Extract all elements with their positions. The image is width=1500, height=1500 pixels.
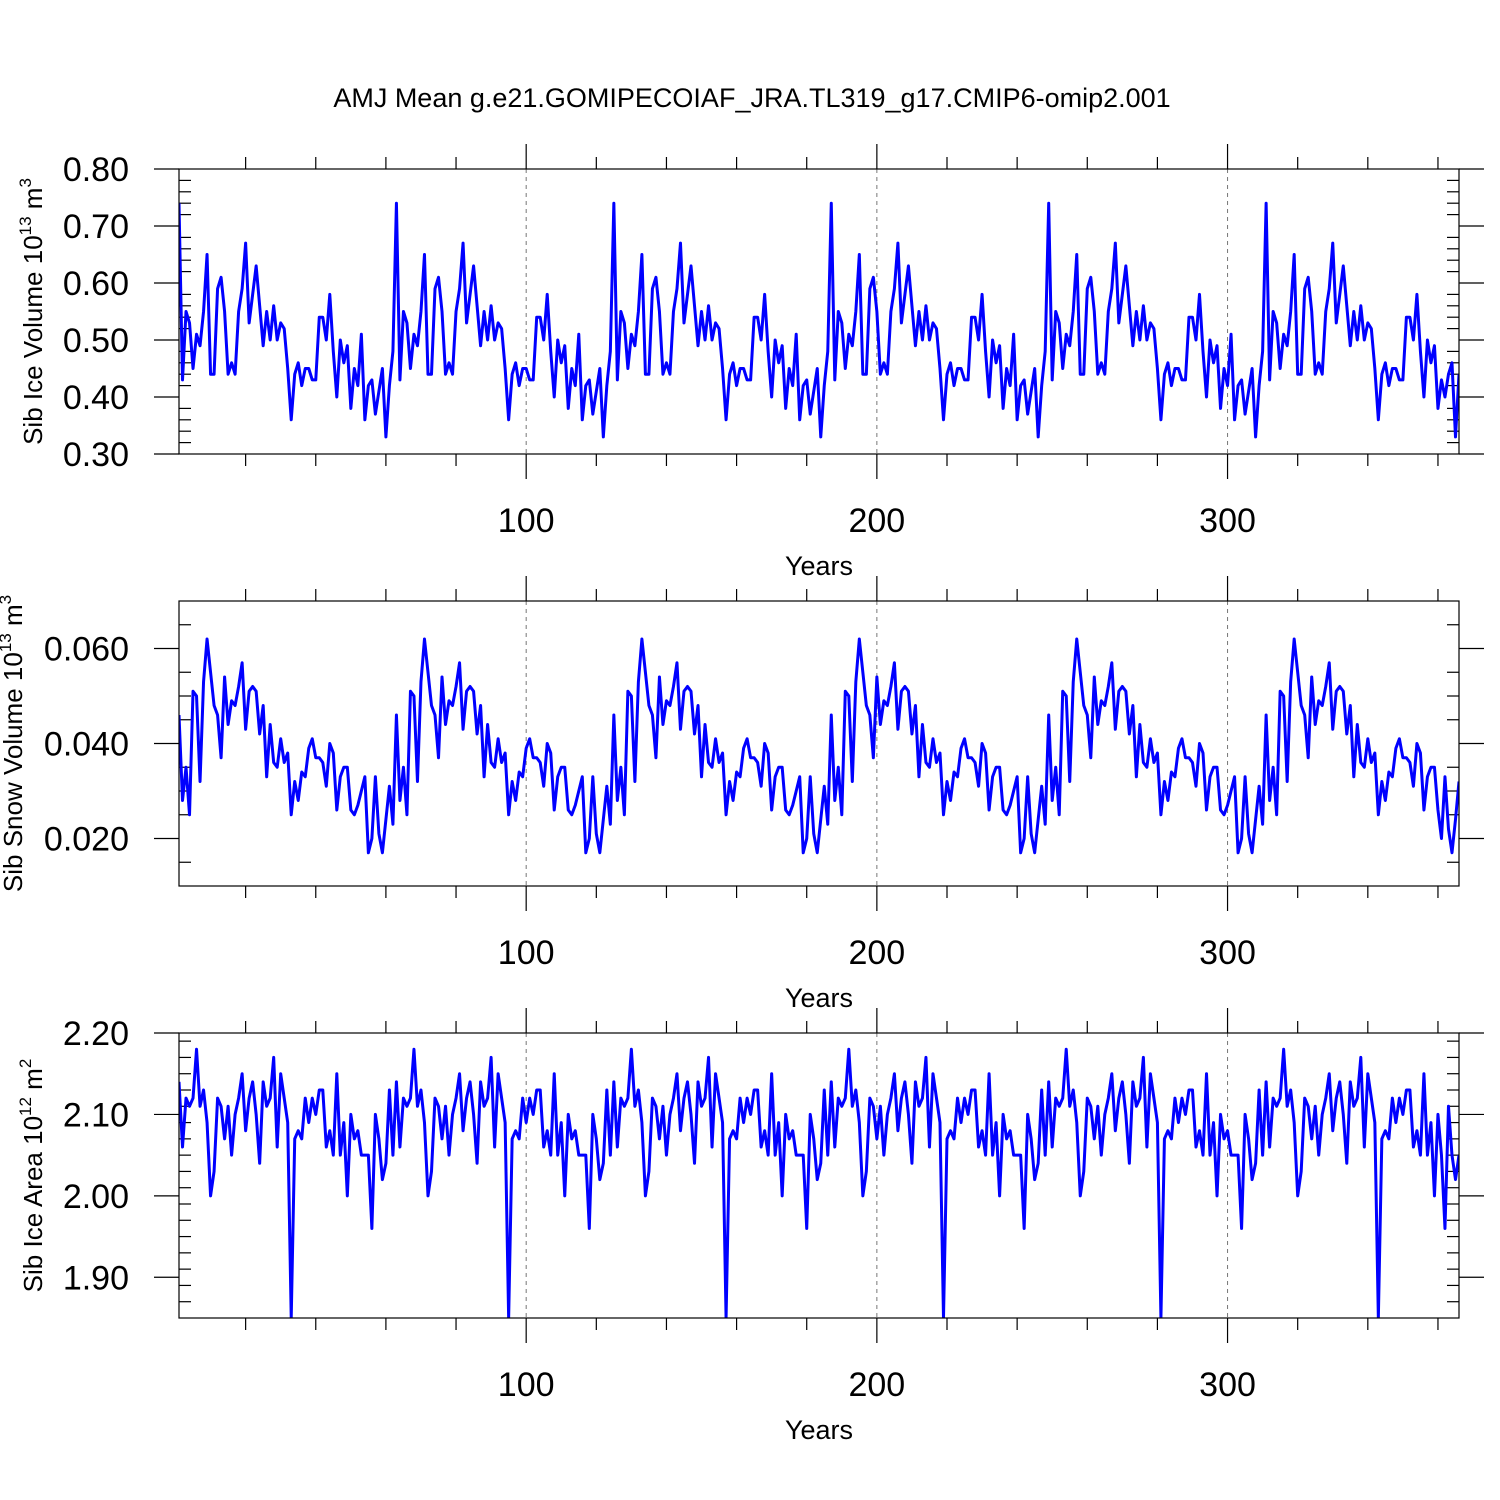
y-axis-label: Sib Snow Volume 1013 m3 xyxy=(0,595,28,892)
y-tick-label: 2.00 xyxy=(63,1178,129,1216)
plot-frame xyxy=(178,1032,1460,1319)
y-axis-label-unit-exponent: 3 xyxy=(0,595,15,604)
y-tick-label: 0.50 xyxy=(63,322,129,360)
y-tick-label: 0.40 xyxy=(63,379,129,417)
y-tick-label: 1.90 xyxy=(63,1259,129,1297)
x-axis-label: Years xyxy=(785,983,853,1013)
y-tick-label: 0.060 xyxy=(44,631,129,669)
data-series-line xyxy=(179,201,1459,439)
x-axis-label: Years xyxy=(785,1415,853,1445)
figure-title: AMJ Mean g.e21.GOMIPECOIAF_JRA.TL319_g17… xyxy=(333,83,1170,113)
y-axis-label-exponent: 13 xyxy=(0,633,15,652)
x-tick-label: 300 xyxy=(1199,502,1256,540)
panel-3: 100 200 300 1.90 2.00 2.10 2.20 Years Sib Ice Ar… xyxy=(16,1008,1484,1445)
x-tick-label: 300 xyxy=(1199,934,1256,972)
y-axis-label-unit-exponent: 3 xyxy=(16,178,35,187)
y-axis-label: Sib Ice Area 1012 m2 xyxy=(16,1059,48,1293)
x-axis-label: Years xyxy=(785,551,853,581)
y-axis-label: Sib Ice Volume 1013 m3 xyxy=(16,178,48,445)
y-axis-label-unit: m xyxy=(18,188,48,217)
y-tick-label: 0.80 xyxy=(63,151,129,189)
x-tick-label: 100 xyxy=(498,934,555,972)
x-tick-label: 200 xyxy=(848,502,905,540)
data-series-line xyxy=(179,1047,1459,1318)
y-axis-label-main: Sib Ice Volume 10 xyxy=(18,235,48,445)
data-series-line xyxy=(179,637,1459,855)
y-axis-label-unit: m xyxy=(0,604,28,633)
y-tick-label: 2.20 xyxy=(63,1015,129,1053)
y-axis-label-main: Sib Ice Area 10 xyxy=(18,1116,48,1292)
x-tick-label: 200 xyxy=(848,934,905,972)
x-tick-label: 300 xyxy=(1199,1366,1256,1404)
y-axis-label-unit: m xyxy=(18,1068,48,1097)
panel-1: 100 200 300 0.30 0.40 0.50 0.60 0.70 0.80 Years Si… xyxy=(16,144,1484,581)
x-tick-label: 100 xyxy=(498,1366,555,1404)
y-axis-label-main: Sib Snow Volume 10 xyxy=(0,652,28,892)
y-axis-label-unit-exponent: 2 xyxy=(16,1059,35,1068)
plot-frame xyxy=(178,168,1460,455)
x-tick-label: 100 xyxy=(498,502,555,540)
y-tick-label: 0.60 xyxy=(63,265,129,303)
y-tick-label: 2.10 xyxy=(63,1096,129,1134)
y-axis-label-exponent: 13 xyxy=(16,216,35,235)
y-tick-label: 0.70 xyxy=(63,208,129,246)
y-tick-label: 0.30 xyxy=(63,436,129,474)
y-tick-label: 0.040 xyxy=(44,726,129,764)
panel-2: 100 200 300 0.020 0.040 0.060 Years Sib Snow Vo… xyxy=(0,576,1484,1013)
y-tick-label: 0.020 xyxy=(44,821,129,859)
x-tick-label: 200 xyxy=(848,1366,905,1404)
plot-frame xyxy=(178,600,1460,887)
y-axis-label-exponent: 12 xyxy=(16,1097,35,1116)
